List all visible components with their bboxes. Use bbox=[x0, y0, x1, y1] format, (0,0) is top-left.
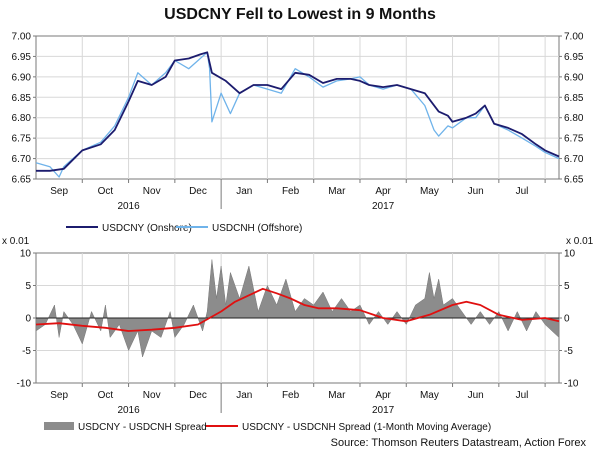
x-year-label: 2017 bbox=[372, 201, 395, 212]
x-month-label: Oct bbox=[98, 186, 114, 197]
y-tick-label-left: 10 bbox=[20, 249, 32, 260]
legend-label-spread: USDCNY - USDCNH Spread bbox=[78, 422, 207, 433]
y-tick-label-left: 6.80 bbox=[12, 113, 32, 124]
bottom-y-axis-left: 10 5 0 -5 -10 bbox=[17, 249, 36, 390]
bottom-y-axis-right: 10 5 0 -5 -10 bbox=[559, 249, 579, 390]
y-tick-label-right: -5 bbox=[564, 346, 573, 357]
top-panel: 6.65 6.70 6.75 6.80 6.85 6.90 6.95 7.00 6.65 6.7… bbox=[12, 32, 584, 213]
x-month-label: Sep bbox=[50, 390, 68, 401]
top-plot-frame bbox=[35, 35, 560, 180]
x-month-label: Nov bbox=[143, 186, 161, 197]
legend-label-spread-ma: USDCNY - USDCNH Spread (1-Month Moving A… bbox=[242, 422, 491, 433]
y-tick-label-right: 6.75 bbox=[564, 134, 584, 145]
chart-title: USDCNY Fell to Lowest in 9 Months bbox=[164, 6, 436, 23]
top-series-lines bbox=[35, 51, 560, 178]
bottom-series bbox=[35, 259, 560, 358]
series-area-spread bbox=[35, 259, 560, 358]
x-month-label: Oct bbox=[98, 390, 114, 401]
y-tick-label-left: -5 bbox=[22, 346, 31, 357]
series-line-offshore bbox=[35, 51, 560, 178]
y-tick-label-left: 6.70 bbox=[12, 154, 32, 165]
y-tick-label-right: 6.90 bbox=[564, 72, 584, 83]
x-month-label: Apr bbox=[375, 186, 391, 197]
bottom-x-axis-years: 2016 2017 bbox=[117, 387, 395, 416]
x-month-label: Jul bbox=[516, 390, 529, 401]
y-tick-label-left: 6.90 bbox=[12, 72, 32, 83]
x-month-label: Dec bbox=[189, 390, 207, 401]
x-month-label: May bbox=[420, 390, 439, 401]
bottom-panel: x 0.01 x 0.01 10 5 0 -5 -10 10 5 0 -5 -10 Sep Oct… bbox=[2, 236, 594, 416]
series-line-spread-ma bbox=[35, 287, 560, 332]
x-month-label: Dec bbox=[189, 186, 207, 197]
x-month-label: Jan bbox=[236, 390, 252, 401]
y-tick-label-left: 0 bbox=[25, 314, 31, 325]
y-tick-label-left: 6.85 bbox=[12, 93, 32, 104]
x-year-label: 2016 bbox=[117, 201, 140, 212]
top-gridlines bbox=[36, 36, 559, 179]
y-tick-label-right: 5 bbox=[564, 281, 570, 292]
y-tick-label-right: 6.80 bbox=[564, 113, 584, 124]
x-month-label: Jan bbox=[236, 186, 252, 197]
x-month-label: Jun bbox=[468, 186, 484, 197]
x-month-label: Feb bbox=[282, 390, 300, 401]
y-tick-label-right: 7.00 bbox=[564, 32, 584, 43]
source-note: Source: Thomson Reuters Datastream, Acti… bbox=[330, 437, 586, 449]
x-month-label: Feb bbox=[282, 186, 300, 197]
top-y-axis-left: 6.65 6.70 6.75 6.80 6.85 6.90 6.95 7.00 bbox=[12, 32, 36, 186]
x-year-label: 2016 bbox=[117, 405, 140, 416]
y-tick-label-left: 6.75 bbox=[12, 134, 32, 145]
y-tick-label-left: 6.95 bbox=[12, 52, 32, 63]
x-month-label: Nov bbox=[143, 390, 161, 401]
top-x-axis-months: Sep Oct Nov Dec Jan Feb Mar Apr May Jun Jul bbox=[50, 179, 546, 197]
x-month-label: Apr bbox=[375, 390, 391, 401]
x-month-label: Mar bbox=[328, 390, 346, 401]
y-tick-label-left: 6.65 bbox=[12, 175, 32, 186]
x-month-label: Jun bbox=[468, 390, 484, 401]
x-month-label: Sep bbox=[50, 186, 68, 197]
y-tick-label-left: 5 bbox=[25, 281, 31, 292]
top-x-axis-years: 2016 2017 bbox=[117, 183, 395, 212]
y-tick-label-right: 6.85 bbox=[564, 93, 584, 104]
bottom-unit-right: x 0.01 bbox=[566, 236, 594, 247]
x-month-label: May bbox=[420, 186, 439, 197]
legend-label-onshore: USDCNY (Onshore) bbox=[102, 223, 192, 234]
top-y-axis-right: 6.65 6.70 6.75 6.80 6.85 6.90 6.95 7.00 bbox=[559, 32, 584, 186]
y-tick-label-left: -10 bbox=[17, 379, 32, 390]
y-tick-label-right: 6.65 bbox=[564, 175, 584, 186]
y-tick-label-left: 7.00 bbox=[12, 32, 32, 43]
y-tick-label-right: 10 bbox=[564, 249, 576, 260]
y-tick-label-right: -10 bbox=[564, 379, 579, 390]
top-legend: USDCNY (Onshore) USDCNH (Offshore) bbox=[66, 223, 302, 234]
x-year-label: 2017 bbox=[372, 405, 395, 416]
bottom-unit-left: x 0.01 bbox=[2, 236, 30, 247]
y-tick-label-right: 6.95 bbox=[564, 52, 584, 63]
legend-label-offshore: USDCNH (Offshore) bbox=[212, 223, 302, 234]
bottom-x-axis-months: Sep Oct Nov Dec Jan Feb Mar Apr May Jun Jul bbox=[50, 383, 546, 401]
bottom-legend: USDCNY - USDCNH Spread USDCNY - USDCNH S… bbox=[44, 422, 491, 433]
y-tick-label-right: 0 bbox=[564, 314, 570, 325]
y-tick-label-right: 6.70 bbox=[564, 154, 584, 165]
x-month-label: Mar bbox=[328, 186, 346, 197]
x-month-label: Jul bbox=[516, 186, 529, 197]
legend-swatch-spread bbox=[44, 422, 74, 430]
series-line-onshore bbox=[36, 51, 560, 172]
